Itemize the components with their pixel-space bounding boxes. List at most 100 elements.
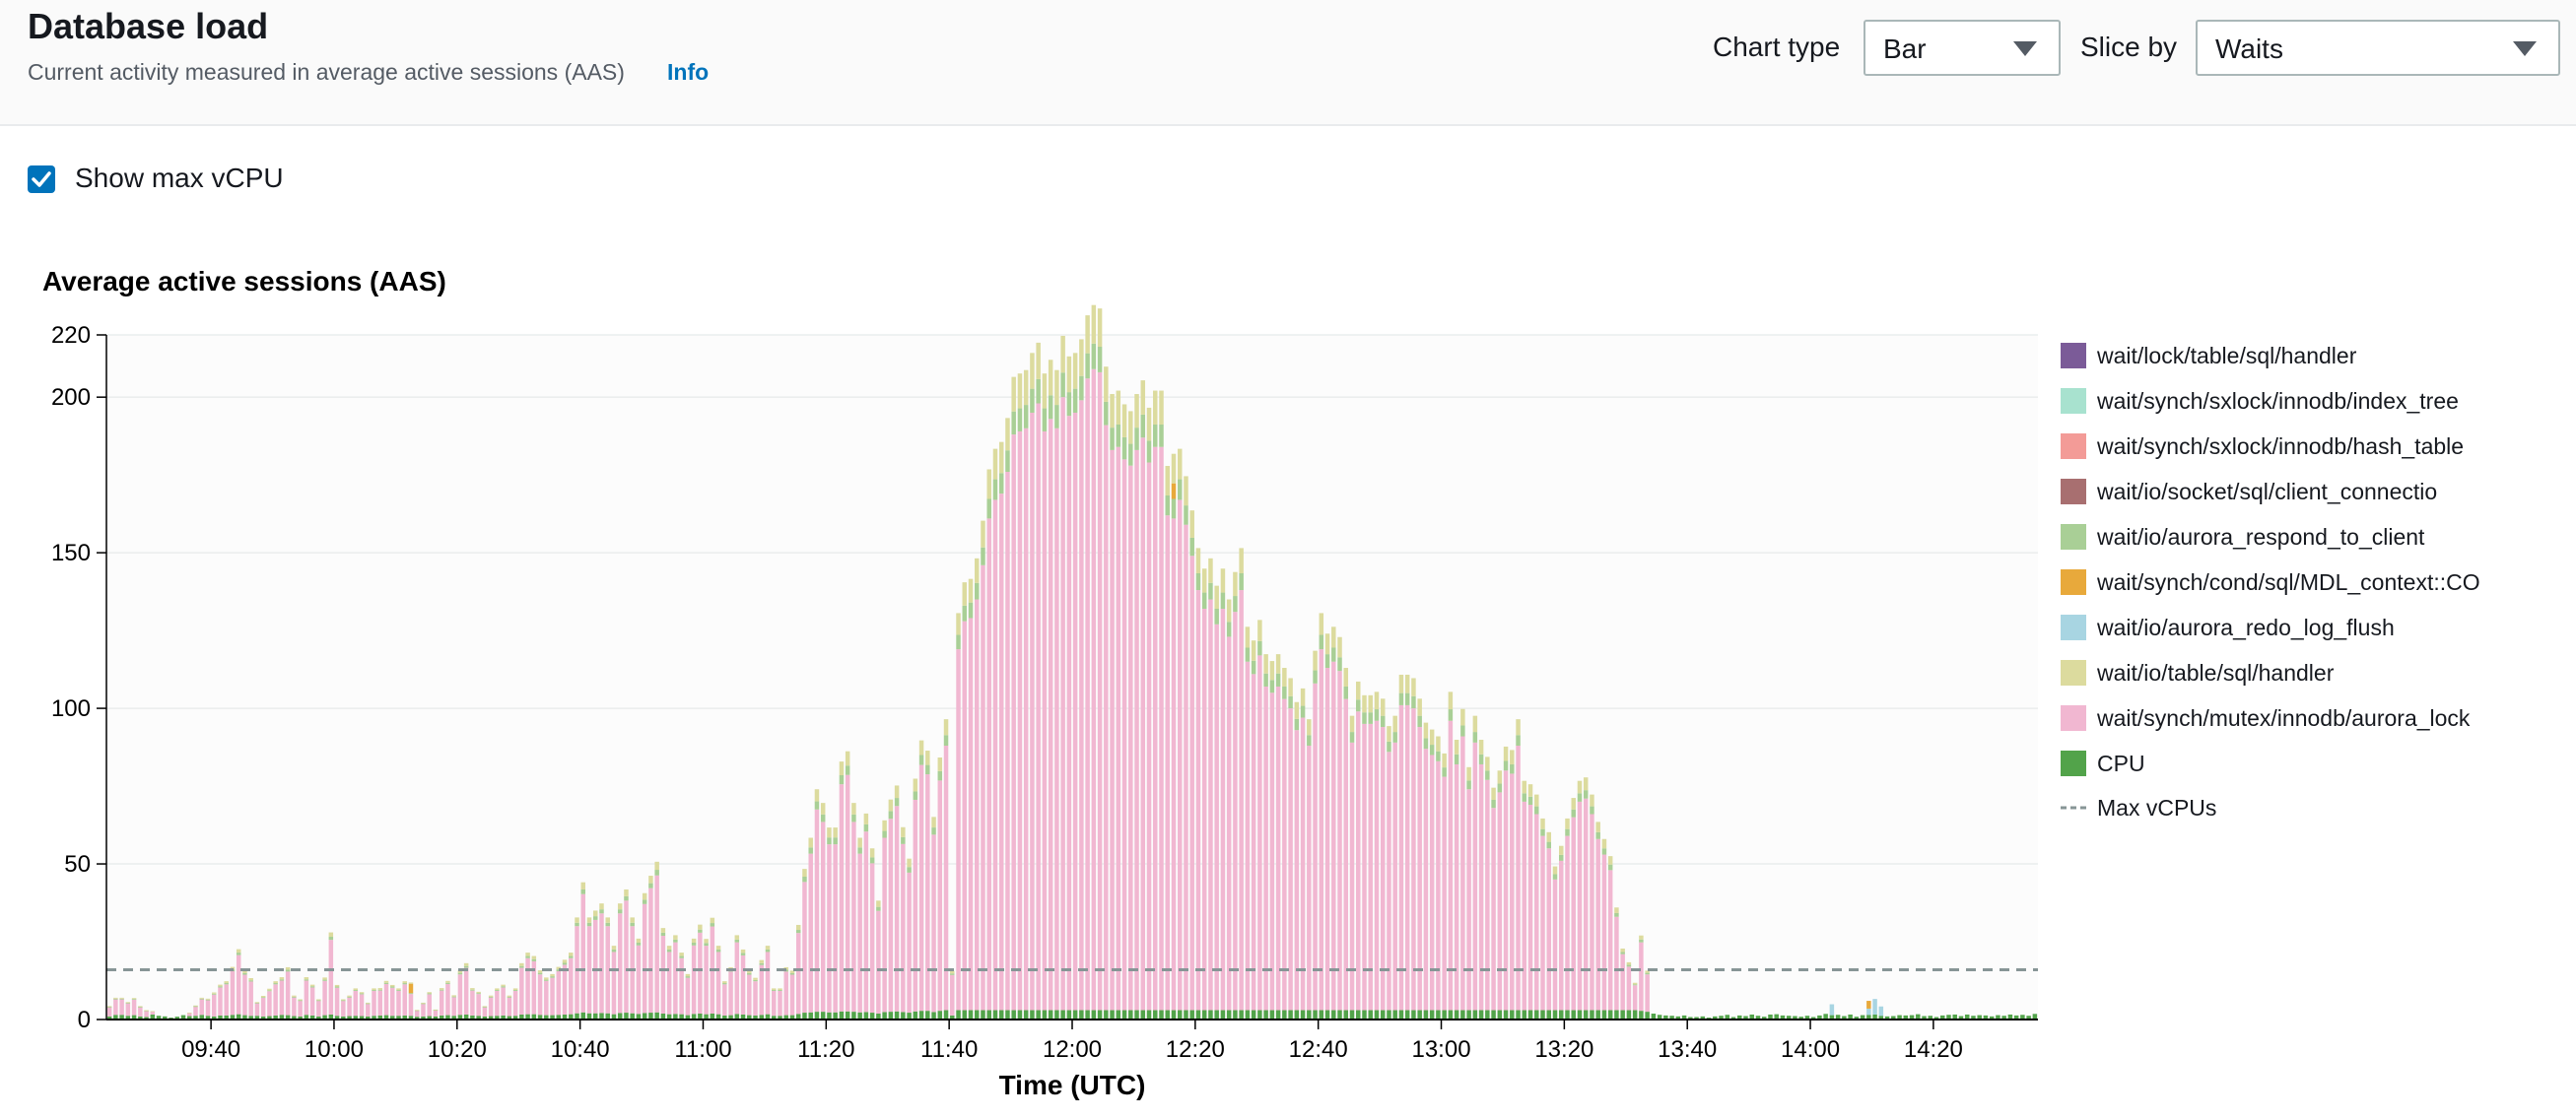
- bar-segment: [981, 520, 985, 548]
- bar-segment: [1380, 727, 1386, 1011]
- bar-segment: [1583, 777, 1589, 791]
- y-ticks: 0 50 100 150 200 220: [51, 322, 106, 1033]
- bar-segment: [550, 1015, 555, 1020]
- bar-segment: [1104, 425, 1109, 1011]
- bar-segment: [1313, 683, 1318, 1011]
- bar-segment: [1392, 742, 1397, 1011]
- bar-segment: [648, 1013, 653, 1020]
- bar-segment: [1928, 1016, 1933, 1020]
- bar-segment: [2001, 1016, 2006, 1020]
- bar-segment: [298, 999, 303, 1001]
- legend-label: wait/lock/table/sql/handler: [2096, 343, 2357, 368]
- legend-label: CPU: [2097, 751, 2145, 776]
- bar-segment: [1933, 1017, 1939, 1020]
- bar-segment: [298, 1001, 303, 1017]
- bar-segment: [1436, 1010, 1441, 1020]
- bar-segment: [1392, 732, 1397, 743]
- x-tick-label: 14:00: [1781, 1036, 1840, 1063]
- grid-lines: [106, 334, 2038, 865]
- bar-segment: [328, 940, 334, 1015]
- bar-segment: [298, 1016, 303, 1020]
- bar-segment: [1878, 1016, 1884, 1020]
- bar-segment: [586, 922, 592, 927]
- chart-type-select[interactable]: Bar: [1864, 20, 2061, 76]
- bar-segment: [224, 981, 229, 984]
- bar-segment: [1097, 371, 1103, 1011]
- bar-segment: [359, 1016, 365, 1020]
- bar-segment: [673, 1014, 678, 1020]
- bar-segment: [1516, 746, 1521, 1011]
- bar-segment: [1097, 347, 1103, 372]
- bar-segment: [1460, 725, 1465, 737]
- bar-segment: [1226, 599, 1232, 623]
- bar-segment: [1454, 740, 1459, 755]
- bar-segment: [414, 1010, 420, 1018]
- bar-segment: [1017, 1010, 1023, 1020]
- bar-segment: [267, 991, 272, 1017]
- bar-segment: [950, 973, 955, 975]
- bar-segment: [802, 1013, 807, 1020]
- bar-segment: [1288, 1010, 1293, 1020]
- bar-segment: [1460, 708, 1465, 726]
- bar-segment: [1307, 719, 1312, 736]
- bar-segment: [1522, 1010, 1527, 1020]
- bar-segment: [1552, 874, 1558, 880]
- bar-segment: [298, 1000, 303, 1002]
- bar-segment: [150, 1014, 156, 1020]
- bar-segment: [1436, 751, 1441, 761]
- bar-segment: [962, 605, 968, 622]
- bar-segment: [519, 965, 524, 968]
- bar-segment: [383, 1015, 389, 1020]
- bar-segment: [1380, 698, 1386, 716]
- bar-segment: [1387, 741, 1391, 753]
- bar-segment: [408, 994, 414, 1017]
- bar-segment: [950, 974, 955, 1016]
- bar-segment: [292, 996, 297, 998]
- bar-segment: [1823, 1014, 1828, 1020]
- bar-segment: [734, 1014, 740, 1020]
- bar-segment: [666, 949, 672, 953]
- bar-segment: [279, 980, 285, 1016]
- bar-segment: [747, 970, 752, 973]
- show-max-vcpu-checkbox[interactable]: [28, 165, 55, 193]
- bar-segment: [218, 986, 223, 988]
- bar-segment: [1510, 763, 1515, 774]
- bar-segment: [1404, 1010, 1410, 1020]
- bar-segment: [366, 1004, 371, 1017]
- bar-segment: [673, 939, 678, 943]
- bar-segment: [1226, 622, 1232, 637]
- bar-segment: [918, 1011, 924, 1020]
- bar-segment: [427, 992, 432, 994]
- bar-segment: [1146, 1010, 1152, 1020]
- bar-segment: [1503, 1010, 1509, 1020]
- bar-segment: [673, 942, 678, 1015]
- bar-segment: [747, 974, 752, 1016]
- bar-segment: [383, 983, 389, 1016]
- bar-segment: [1374, 1010, 1380, 1020]
- bar-segment: [1755, 1016, 1761, 1020]
- bar-segment: [1964, 1014, 1970, 1020]
- bar-segment: [1153, 390, 1158, 425]
- bar-segment: [1374, 709, 1380, 721]
- bar-segment: [193, 1006, 198, 1008]
- bar-segment: [218, 984, 223, 987]
- bar-segment: [1324, 654, 1330, 669]
- bar-segment: [1540, 818, 1545, 829]
- bar-segment: [512, 989, 518, 991]
- info-link[interactable]: Info: [667, 59, 710, 85]
- bar-segment: [1534, 1010, 1539, 1020]
- bar-segment: [740, 953, 746, 955]
- bar-segment: [550, 977, 555, 1016]
- bar-segment: [876, 1014, 881, 1020]
- bar-segment: [260, 997, 266, 1017]
- bar-segment: [106, 1007, 112, 1008]
- bar-segment: [1060, 335, 1065, 373]
- bar-segment: [1534, 814, 1539, 1011]
- bar-segment: [728, 971, 733, 1016]
- bar-segment: [845, 765, 850, 775]
- bar-segment: [1626, 961, 1632, 965]
- bar-segment: [1251, 1010, 1256, 1020]
- slice-by-select[interactable]: Waits: [2196, 20, 2560, 76]
- bar-segment: [470, 988, 475, 990]
- bar-segment: [1546, 831, 1551, 842]
